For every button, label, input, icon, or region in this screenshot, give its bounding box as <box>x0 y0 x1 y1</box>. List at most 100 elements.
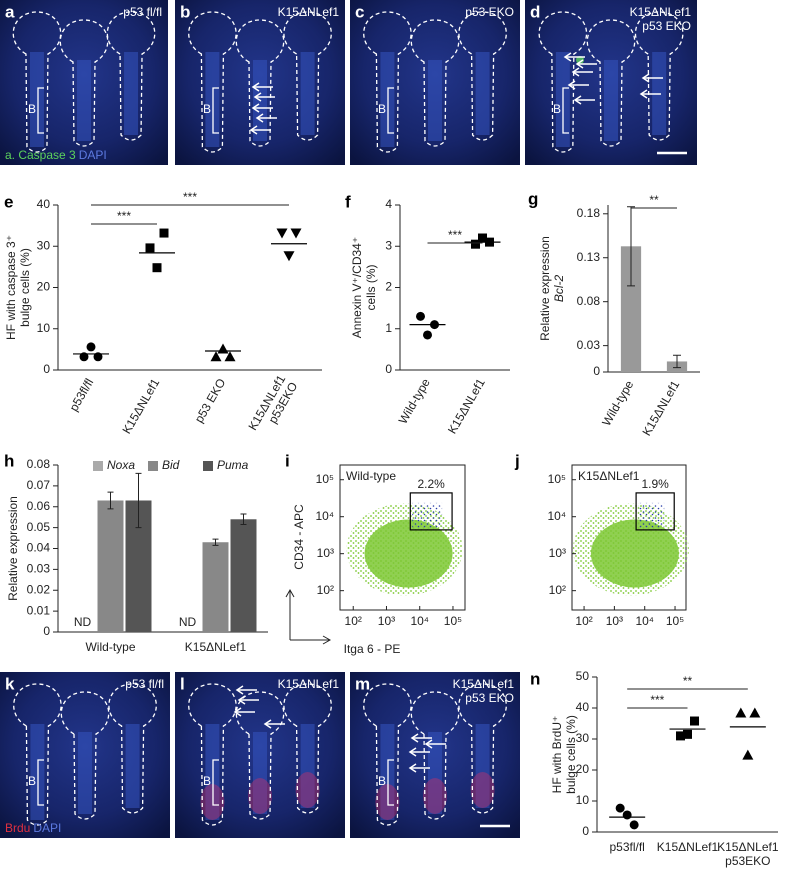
data-point <box>478 233 487 243</box>
panel-label: g <box>528 189 538 208</box>
arrow-head <box>408 763 417 773</box>
bulge-bracket <box>37 87 44 134</box>
data-point <box>615 803 625 813</box>
data-point <box>79 352 89 362</box>
arrow-head <box>410 733 419 743</box>
bulge-label: B <box>28 774 36 788</box>
y-tick-label: 0 <box>385 362 392 376</box>
follicle-outline <box>283 683 332 814</box>
x-tick-label: Wild-type <box>85 640 135 654</box>
x-tick-label: 10⁴ <box>635 614 654 628</box>
panel-label: h <box>4 451 14 470</box>
panel-label: a <box>5 2 15 21</box>
bulge-bracket <box>212 87 219 134</box>
axis-arrow <box>285 588 332 645</box>
sample-label: Wild-type <box>346 469 396 483</box>
panel-caption: p53 fl/fl <box>123 5 162 19</box>
data-point <box>423 330 432 340</box>
follicle-stem <box>78 732 92 814</box>
follicle-outline <box>188 11 237 153</box>
y-tick-label: 1 <box>385 321 392 335</box>
follicle-outline <box>12 11 62 153</box>
y-tick-label: 0.18 <box>577 206 601 220</box>
x-tick-label: p53fl/fl <box>609 840 644 854</box>
y-tick-label: 10² <box>549 583 566 597</box>
arrow-head <box>573 95 582 105</box>
follicle-stem <box>428 732 442 814</box>
x-tick-label: K15ΔNLef1 <box>120 376 163 436</box>
follicle-stem <box>29 52 44 147</box>
panel-label: m <box>355 674 370 693</box>
x-tick-label: 10⁴ <box>410 614 429 628</box>
error-bar <box>627 206 635 287</box>
y-tick-label: 0 <box>593 364 600 378</box>
panel-label: b <box>180 2 190 21</box>
bulge-bracket <box>387 87 394 134</box>
follicle-outline <box>13 683 62 826</box>
follicle-stem <box>124 52 139 135</box>
y-axis-label: Annexin V⁺/CD34⁺ <box>350 237 364 338</box>
plot-frame <box>339 464 466 611</box>
error-bar <box>240 513 247 525</box>
x-tick-label: K15ΔNLef1 <box>640 378 683 438</box>
panel-label: d <box>530 2 540 21</box>
y-tick-label: 10³ <box>317 546 334 560</box>
panel-caption: K15ΔNLef1 <box>453 677 515 691</box>
y-tick-label: 50 <box>576 669 590 683</box>
event-cloud <box>590 519 679 588</box>
y-tick-label: 4 <box>385 197 392 211</box>
data-point <box>690 716 699 726</box>
x-tick-label: 10⁵ <box>666 614 684 628</box>
follicle-stem <box>428 60 442 141</box>
arrow-head <box>249 125 258 135</box>
follicle-stem <box>475 52 490 135</box>
significance-label: *** <box>183 190 197 204</box>
follicle-outline <box>458 683 507 814</box>
x-tick-label: K15ΔNLef1 <box>445 376 488 436</box>
brdu-signal <box>423 778 447 814</box>
legend-label: Puma <box>217 458 249 472</box>
y-tick-label: 30 <box>576 731 590 745</box>
x-axis-label: Itga 6 - PE <box>344 642 401 656</box>
follicle-outline <box>538 11 588 153</box>
stain-label: a. Caspase 3 DAPI <box>5 148 107 162</box>
x-tick-label: 10³ <box>378 614 395 628</box>
x-tick-label: p53 EKO <box>192 376 228 425</box>
follicle-outline <box>235 19 285 147</box>
data-point <box>629 820 639 830</box>
x-tick-label: p53EKO <box>725 854 770 868</box>
panel-caption: K15ΔNLef1 <box>630 5 692 19</box>
panel-label: k <box>5 674 15 693</box>
x-tick-label: 10⁵ <box>444 614 462 628</box>
arrow-head <box>237 695 246 705</box>
x-tick-label: 10³ <box>606 614 623 628</box>
y-tick-label: 10³ <box>549 546 566 560</box>
data-point <box>735 707 747 718</box>
gated-events <box>638 502 665 530</box>
bulge-label: B <box>28 102 36 116</box>
y-axis-label: Relative expression <box>538 236 552 341</box>
data-point <box>93 352 103 362</box>
data-point <box>159 228 169 238</box>
bulge-label: B <box>378 774 386 788</box>
follicle-outline <box>410 19 460 147</box>
panel-caption: K15ΔNLef1 <box>278 5 340 19</box>
y-axis-label: cells (%) <box>364 264 378 310</box>
y-tick-label: 10⁴ <box>315 509 334 523</box>
follicle-outline <box>60 691 110 820</box>
follicle-outline <box>283 11 332 141</box>
y-tick-label: 10² <box>317 583 334 597</box>
follicle-stem <box>475 724 490 808</box>
data-point <box>86 342 96 352</box>
y-tick-label: 0.07 <box>27 478 51 492</box>
follicle-outline <box>235 691 285 820</box>
follicle-outline <box>59 19 109 147</box>
follicle-outline <box>363 11 412 153</box>
caspase-signal <box>576 56 584 64</box>
y-tick-label: 10⁵ <box>548 472 566 486</box>
sample-label: K15ΔNLef1 <box>578 469 640 483</box>
x-tick-label: Wild-type <box>396 376 433 427</box>
y-tick-label: 20 <box>576 762 590 776</box>
arrow-head <box>235 685 244 695</box>
